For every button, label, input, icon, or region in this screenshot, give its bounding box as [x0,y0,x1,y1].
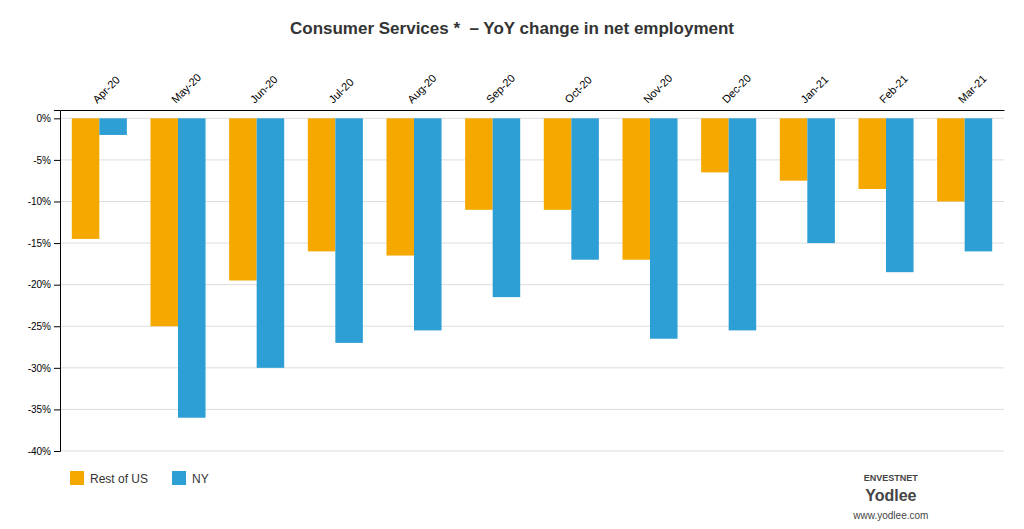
tick: -20% [28,279,60,290]
tick-label: Apr-20 [90,74,122,106]
bar [99,118,127,135]
tick-label: Dec-20 [720,72,754,106]
legend-item: NY [172,471,209,486]
tick-mark [54,118,60,119]
grid-line [60,451,1004,452]
bar [965,118,993,251]
bar [622,118,650,259]
bar [701,118,729,172]
bar [858,118,886,189]
tick: Dec-20 [720,72,754,106]
tick-label: Mar-21 [956,72,989,105]
bar [257,118,285,368]
tick-label: -20% [28,279,51,290]
tick: Oct-20 [562,74,594,106]
tick-label: Oct-20 [562,74,594,106]
tick: Jun-20 [248,73,280,105]
tick-label: Jul-20 [326,76,356,106]
bar [335,118,363,343]
axis-line [54,111,61,452]
chart-container: Consumer Services * – YoY change in net … [0,0,1024,529]
tick-mark [54,160,60,161]
annotation: www.yodlee.com [852,510,928,521]
bar [544,118,572,209]
bar [150,118,178,326]
bar-series [99,118,992,417]
tick-label: Feb-21 [877,72,910,105]
tick: -25% [28,321,60,332]
tick-mark [54,285,60,286]
tick-mark [54,201,60,202]
bar [308,118,336,251]
grid [60,118,1004,451]
bar [886,118,914,272]
legend-label: NY [192,472,209,486]
tick: -10% [28,196,60,207]
bar [386,118,414,255]
tick-mark [54,326,60,327]
annotation: Yodlee [865,487,916,504]
chart: Consumer Services * – YoY change in net … [0,0,1024,529]
tick-label: Jun-20 [248,73,280,105]
tick: Apr-20 [90,74,122,106]
tick-label: -35% [28,404,51,415]
annotation: ENVESTNET [864,473,919,483]
tick: Jul-20 [326,76,356,106]
tick: Aug-20 [405,72,439,106]
tick-mark [54,368,60,369]
bar [807,118,835,243]
tick-label: -25% [28,321,51,332]
tick: -15% [28,238,60,249]
tick-label: Nov-20 [641,72,675,106]
tick-label: May-20 [169,71,203,105]
tick-label: 0% [37,113,52,124]
bar [414,118,442,330]
bar [465,118,493,209]
y-axis: 0% -5% -10% -15% -20% -25% -30% -35% -40% [28,111,61,457]
tick-label: Jan-21 [798,73,830,105]
tick-mark [54,243,60,244]
tick-label: -10% [28,196,51,207]
tick-mark [54,451,60,452]
bar-series [72,118,965,326]
tick: Sep-20 [484,72,518,106]
tick-label: Sep-20 [484,72,518,106]
tick: Nov-20 [641,72,675,106]
plot-area: 0% -5% -10% -15% -20% -25% -30% -35% -40% Apr-20 M… [28,71,1005,457]
tick: -5% [33,155,60,166]
tick: -40% [28,446,60,457]
tick: Jan-21 [798,73,830,105]
bars [72,118,992,417]
legend-swatch [70,471,84,485]
tick-label: -30% [28,363,51,374]
bar [229,118,257,280]
tick-label: -5% [33,155,51,166]
tick: -30% [28,363,60,374]
bar [780,118,808,180]
bar [571,118,599,259]
legend-swatch [172,471,186,485]
x-axis: Apr-20 May-20 Jun-20 Jul-20 Aug-20 Sep-20 Oct-… [61,71,1005,111]
tick-label: -15% [28,238,51,249]
tick: -35% [28,404,60,415]
bar [72,118,100,239]
bar [650,118,678,338]
annotations: ENVESTNET Yodlee www.yodlee.com [852,473,928,521]
tick-label: Aug-20 [405,72,439,106]
bar [937,118,965,201]
bar [493,118,521,297]
tick: Feb-21 [877,72,910,105]
legend: Rest of US NY [70,471,209,486]
legend-item: Rest of US [70,471,148,486]
tick: May-20 [169,71,203,105]
tick-label: -40% [28,446,51,457]
axis-line [61,110,1005,111]
bar [729,118,757,330]
tick: 0% [37,113,60,124]
bar [178,118,206,417]
title: Consumer Services * – YoY change in net … [290,19,734,38]
tick-mark [54,409,60,410]
tick: Mar-21 [956,72,989,105]
legend-label: Rest of US [90,472,148,486]
